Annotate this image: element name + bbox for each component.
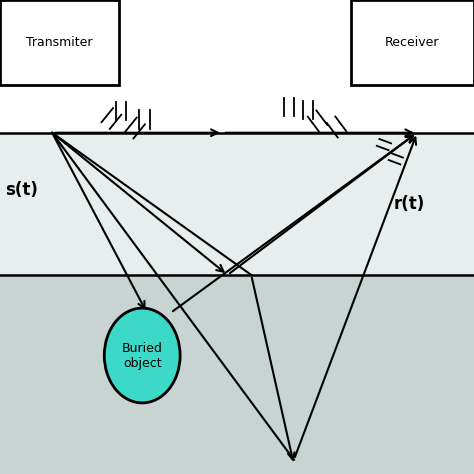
- FancyBboxPatch shape: [0, 0, 118, 85]
- Bar: [0, 133, 474, 275]
- Bar: [0, 275, 474, 474]
- Text: Receiver: Receiver: [385, 36, 439, 49]
- Text: Transmiter: Transmiter: [26, 36, 92, 49]
- Text: s(t): s(t): [5, 181, 37, 199]
- Ellipse shape: [104, 308, 180, 403]
- FancyBboxPatch shape: [351, 0, 474, 85]
- Text: r(t): r(t): [393, 195, 425, 213]
- Bar: [0, 0, 474, 133]
- Text: Buried
object: Buried object: [122, 341, 163, 370]
